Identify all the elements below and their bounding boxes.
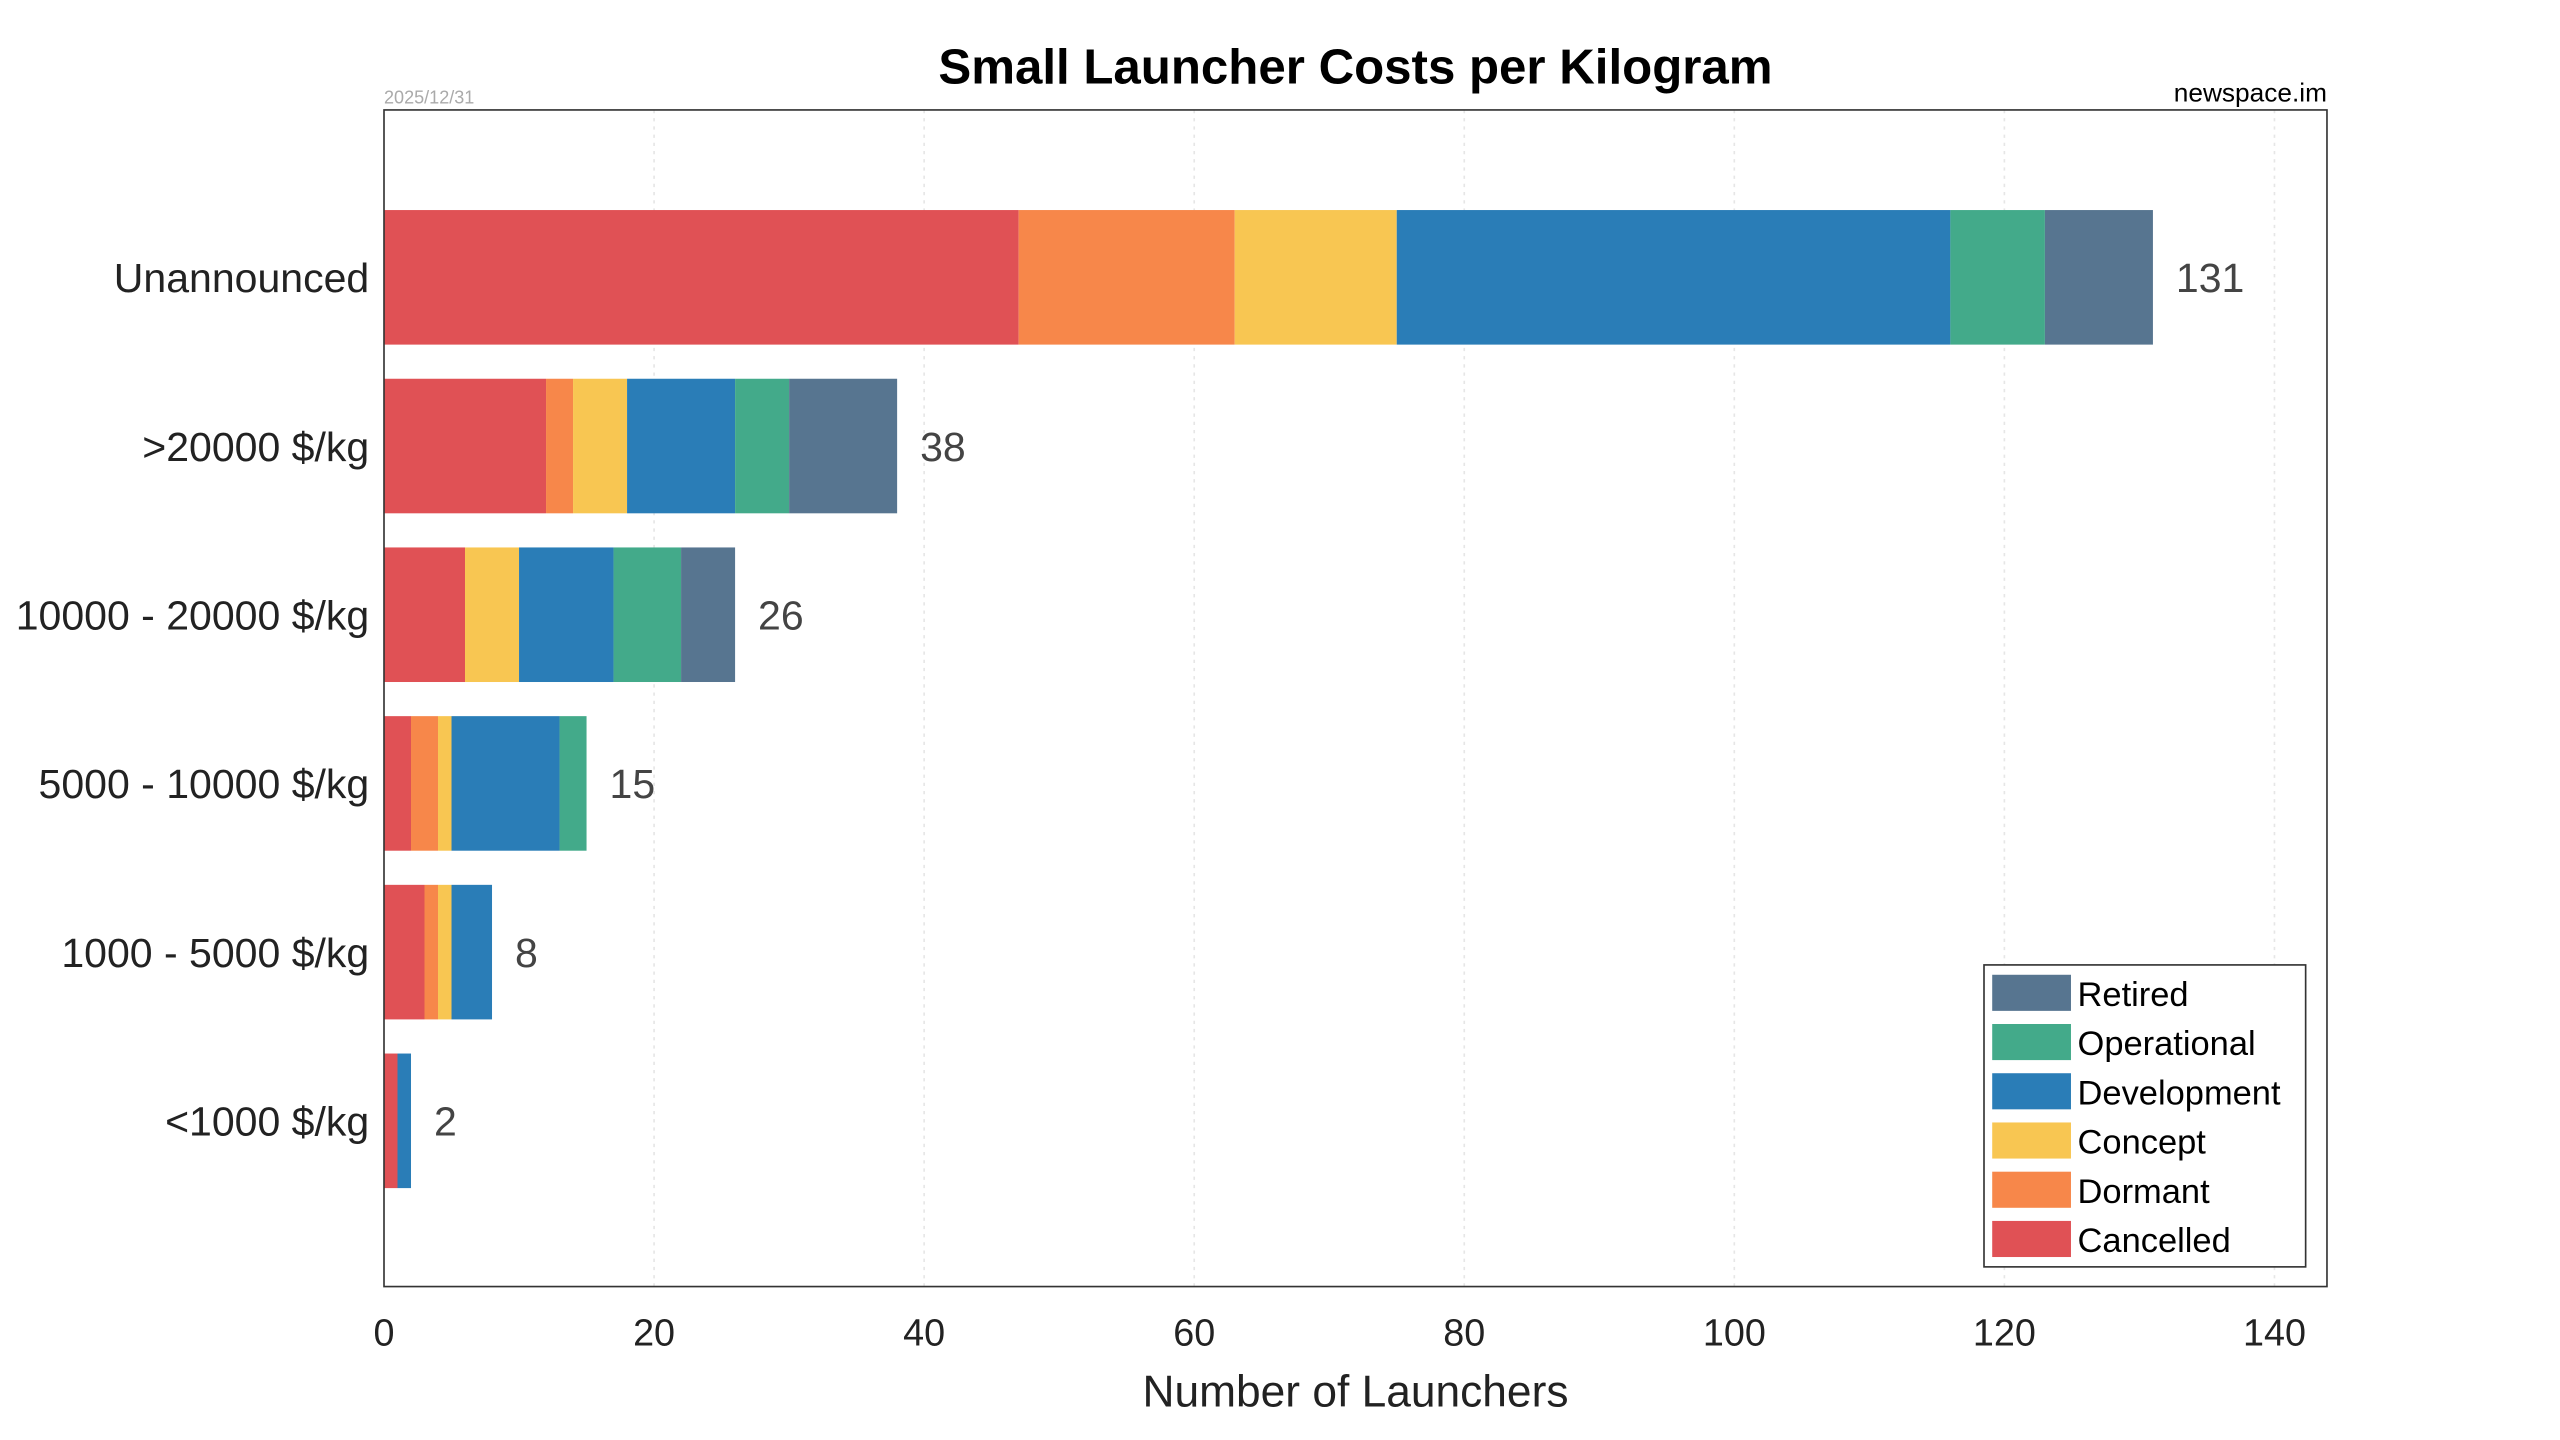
x-tick-label: 60: [1173, 1312, 1215, 1354]
total-label: 38: [920, 424, 966, 470]
x-tick-label: 20: [633, 1312, 675, 1354]
legend-frame: [1983, 964, 2307, 1268]
bar-segment-concept: [465, 547, 520, 683]
bar-segment-dormant: [424, 884, 439, 1020]
bar-segment-dormant: [546, 378, 574, 514]
bar-segment-dormant: [411, 716, 439, 851]
category-label: 10000 - 20000 $/kg: [16, 592, 369, 638]
x-tick-labels: 0 20 40 60 80 100 120 140: [374, 1312, 2306, 1354]
total-label: 8: [515, 930, 538, 976]
bar-segment-cancelled: [384, 1053, 398, 1189]
x-tick-label: 120: [1973, 1312, 2036, 1354]
bar-segment-cancelled: [384, 210, 1019, 345]
legend-label: Operational: [2078, 1025, 2256, 1063]
x-tick-label: 80: [1443, 1312, 1485, 1354]
bar-segment-retired: [2044, 210, 2153, 345]
bar-segment-development: [1396, 210, 1951, 345]
legend-swatch: [1992, 1024, 2071, 1061]
chart-source: newspace.im: [2174, 78, 2327, 108]
bar-segment-cancelled: [384, 547, 466, 683]
total-label: 131: [2176, 255, 2244, 301]
x-tick-label: 100: [1703, 1312, 1766, 1354]
category-label: Unannounced: [114, 255, 369, 301]
legend-swatch: [1992, 1220, 2071, 1258]
legend-label: Concept: [2078, 1124, 2207, 1162]
legend-label: Dormant: [2078, 1173, 2211, 1211]
legend-label: Development: [2078, 1074, 2281, 1112]
bar-segment-concept: [573, 378, 628, 514]
category-labels: Unannounced >20000 $/kg 10000 - 20000 $/kg…: [16, 255, 369, 1144]
x-tick-label: 0: [374, 1312, 395, 1354]
bar-segment-development: [451, 716, 560, 851]
chart-date: 2025/12/31: [384, 87, 474, 107]
total-label: 26: [758, 592, 804, 638]
bar-segment-operational: [735, 378, 790, 514]
total-label: 15: [610, 761, 656, 807]
bar-segment-retired: [681, 547, 736, 683]
legend-swatch: [1992, 1171, 2071, 1208]
legend-label: Cancelled: [2078, 1222, 2231, 1260]
chart-title: Small Launcher Costs per Kilogram: [938, 40, 1772, 95]
bars: [384, 210, 2153, 1189]
bar-segment-operational: [559, 716, 587, 851]
bar-segment-cancelled: [384, 378, 547, 514]
x-tick-label: 40: [903, 1312, 945, 1354]
total-label: 2: [434, 1099, 457, 1145]
legend-swatch: [1992, 1122, 2071, 1159]
legend-swatch: [1992, 1073, 2071, 1110]
bar-segment-development: [451, 884, 493, 1020]
bar-segment-development: [397, 1053, 412, 1189]
bar-segment-retired: [789, 378, 898, 514]
bar-segment-cancelled: [384, 716, 412, 851]
bar-segment-cancelled: [384, 884, 425, 1020]
category-label: <1000 $/kg: [165, 1099, 369, 1145]
total-labels: 131 38 26 15 8 2: [434, 255, 2244, 1144]
x-tick-label: 140: [2243, 1312, 2306, 1354]
legend: Retired Operational Development Concept Dorm…: [1983, 964, 2307, 1268]
bar-segment-concept: [1234, 210, 1397, 345]
bar-segment-operational: [613, 547, 682, 683]
legend-swatch: [1992, 974, 2071, 1011]
bar-segment-operational: [1950, 210, 2045, 345]
category-label: 1000 - 5000 $/kg: [61, 930, 369, 976]
bar-segment-concept: [438, 716, 452, 851]
plot-frame: [383, 109, 2328, 1288]
x-axis-label: Number of Launchers: [1143, 1367, 1569, 1416]
bar-segment-development: [519, 547, 614, 683]
category-label: >20000 $/kg: [142, 424, 369, 470]
bar-segment-concept: [438, 884, 452, 1020]
bar-segment-development: [627, 378, 736, 514]
category-label: 5000 - 10000 $/kg: [39, 761, 370, 807]
bar-segment-dormant: [1018, 210, 1235, 345]
legend-label: Retired: [2078, 976, 2189, 1014]
